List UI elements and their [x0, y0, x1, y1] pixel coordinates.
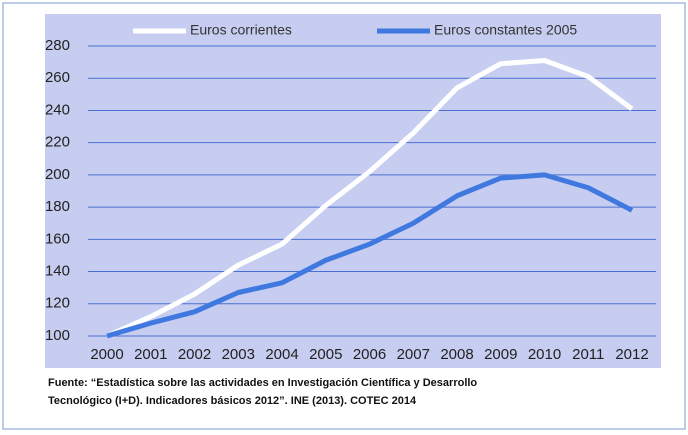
y-tick-label: 220 [45, 134, 70, 151]
y-tick-label: 200 [45, 166, 70, 183]
series-line [106, 172, 634, 339]
x-tick-label: 2006 [353, 346, 386, 363]
x-tick-label: 2009 [484, 346, 517, 363]
y-tick-label: 100 [45, 327, 70, 344]
x-tick-label: 2005 [309, 346, 342, 363]
x-tick-label: 2008 [440, 346, 473, 363]
x-tick-label: 2010 [528, 346, 561, 363]
series-line [105, 58, 634, 339]
x-tick-label: 2003 [222, 346, 255, 363]
source-note: Fuente: “Estadística sobre las actividad… [48, 377, 477, 389]
y-tick-label: 180 [45, 198, 70, 215]
legend-label: Euros corrientes [190, 22, 292, 38]
plot-background [45, 14, 661, 368]
legend-label: Euros constantes 2005 [434, 22, 577, 38]
y-tick-label: 240 [45, 101, 70, 118]
x-tick-label: 2007 [397, 346, 430, 363]
x-tick-label: 2000 [90, 346, 123, 363]
x-tick-label: 2001 [134, 346, 167, 363]
y-tick-label: 140 [45, 263, 70, 280]
x-tick-label: 2002 [178, 346, 211, 363]
frame [2, 2, 686, 430]
y-tick-label: 260 [45, 69, 70, 86]
source-note: Tecnológico (I+D). Indicadores básicos 2… [48, 395, 417, 407]
x-tick-label: 2012 [615, 346, 648, 363]
x-tick-label: 2004 [265, 346, 298, 363]
y-tick-label: 280 [45, 37, 70, 54]
y-tick-label: 120 [45, 295, 70, 312]
y-tick-label: 160 [45, 230, 70, 247]
x-tick-label: 2011 [572, 346, 604, 363]
